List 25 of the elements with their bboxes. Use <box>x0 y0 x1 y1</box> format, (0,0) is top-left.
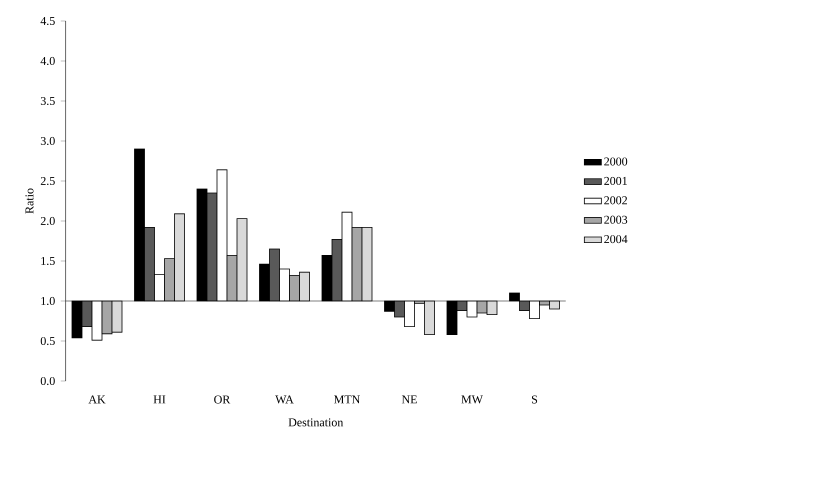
y-tick-label: 0.0 <box>40 376 55 386</box>
y-axis-title: Ratio <box>25 188 34 214</box>
y-tick-label: 4.0 <box>40 56 55 66</box>
x-tick-label: S <box>532 395 538 404</box>
legend-label: 2000 <box>604 157 628 166</box>
x-axis-title: Destination <box>288 418 344 426</box>
y-tick-label: 1.0 <box>41 296 55 306</box>
legend-label: 2002 <box>604 196 627 204</box>
legend-label: 2003 <box>604 216 628 224</box>
x-tick-label: MTN <box>334 395 360 404</box>
y-tick-label: 4.5 <box>40 16 55 26</box>
y-tick-label: 2.5 <box>40 176 55 186</box>
x-tick-label: NE <box>402 395 417 404</box>
x-tick-label: WA <box>275 395 294 404</box>
y-tick-label: 3.5 <box>40 96 55 106</box>
y-tick-label: 1.5 <box>41 256 55 266</box>
y-tick-label: 0.5 <box>40 336 55 346</box>
legend-label: 2004 <box>604 235 628 244</box>
y-tick-label: 2.0 <box>40 216 55 226</box>
legend-label: 2001 <box>604 176 627 185</box>
y-tick-label: 3.0 <box>40 136 55 146</box>
x-tick-label: AK <box>88 395 106 404</box>
x-tick-label: OR <box>214 395 230 404</box>
x-tick-label: HI <box>154 395 166 404</box>
x-tick-label: MW <box>461 395 483 404</box>
